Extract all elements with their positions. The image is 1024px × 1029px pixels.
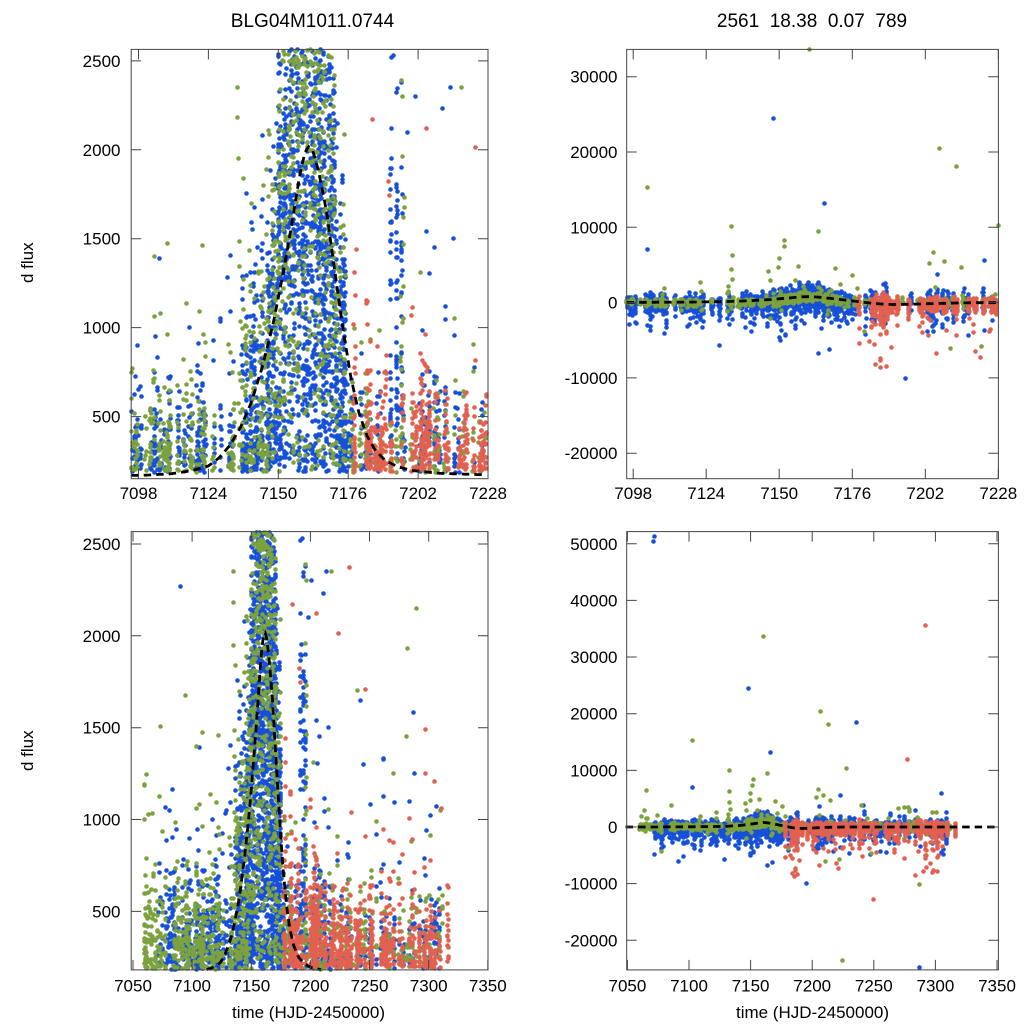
svg-text:-20000: -20000 (565, 444, 618, 463)
svg-text:7228: 7228 (979, 484, 1017, 503)
svg-text:7098: 7098 (614, 484, 652, 503)
svg-text:7050: 7050 (114, 977, 152, 996)
svg-text:7100: 7100 (670, 977, 708, 996)
svg-text:20000: 20000 (570, 143, 617, 162)
svg-text:7202: 7202 (399, 484, 437, 503)
svg-text:7250: 7250 (351, 977, 389, 996)
svg-text:500: 500 (92, 408, 120, 427)
svg-text:10000: 10000 (570, 761, 617, 780)
svg-text:2500: 2500 (83, 52, 121, 71)
svg-text:7200: 7200 (291, 977, 329, 996)
svg-text:7098: 7098 (120, 484, 158, 503)
svg-text:time (HJD-2450000): time (HJD-2450000) (232, 1003, 385, 1022)
svg-text:50000: 50000 (570, 535, 617, 554)
svg-text:7300: 7300 (916, 977, 954, 996)
svg-text:-10000: -10000 (565, 369, 618, 388)
svg-text:2561 18.38 0.07 789: 2561 18.38 0.07 789 (717, 11, 907, 32)
svg-text:10000: 10000 (570, 218, 617, 237)
svg-text:20000: 20000 (570, 705, 617, 724)
svg-text:d flux: d flux (18, 242, 37, 283)
svg-text:40000: 40000 (570, 591, 617, 610)
svg-text:0: 0 (608, 294, 617, 313)
svg-text:BLG04M1011.0744: BLG04M1011.0744 (231, 11, 395, 32)
svg-text:2000: 2000 (83, 141, 121, 160)
svg-text:d flux: d flux (18, 730, 37, 771)
svg-text:500: 500 (92, 902, 120, 921)
svg-text:2000: 2000 (83, 627, 121, 646)
svg-text:7150: 7150 (232, 977, 270, 996)
svg-text:7124: 7124 (189, 484, 227, 503)
svg-text:7100: 7100 (173, 977, 211, 996)
svg-text:1000: 1000 (83, 811, 121, 830)
svg-text:7150: 7150 (760, 484, 798, 503)
svg-text:7350: 7350 (469, 977, 507, 996)
svg-text:-10000: -10000 (565, 875, 618, 894)
svg-text:7150: 7150 (259, 484, 297, 503)
svg-text:7300: 7300 (410, 977, 448, 996)
svg-text:7176: 7176 (329, 484, 367, 503)
svg-text:1500: 1500 (83, 719, 121, 738)
svg-text:7200: 7200 (793, 977, 831, 996)
svg-text:7202: 7202 (906, 484, 944, 503)
svg-text:7350: 7350 (978, 977, 1016, 996)
svg-text:7250: 7250 (855, 977, 893, 996)
svg-text:-20000: -20000 (565, 931, 618, 950)
svg-text:7228: 7228 (469, 484, 507, 503)
svg-text:time (HJD-2450000): time (HJD-2450000) (736, 1003, 889, 1022)
svg-text:1000: 1000 (83, 319, 121, 338)
svg-text:7050: 7050 (608, 977, 646, 996)
svg-text:1500: 1500 (83, 230, 121, 249)
svg-text:7124: 7124 (687, 484, 725, 503)
svg-text:7176: 7176 (833, 484, 871, 503)
svg-text:7150: 7150 (732, 977, 770, 996)
svg-text:30000: 30000 (570, 68, 617, 87)
svg-text:0: 0 (608, 818, 617, 837)
svg-text:30000: 30000 (570, 648, 617, 667)
svg-text:2500: 2500 (83, 535, 121, 554)
